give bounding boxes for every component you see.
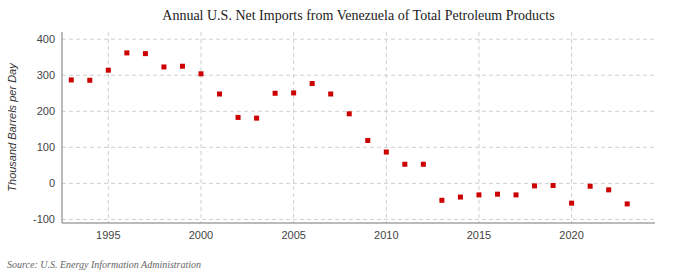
point	[569, 201, 574, 206]
point	[514, 192, 519, 197]
y-grid-line	[62, 219, 655, 220]
x-tick-label: 2005	[281, 229, 305, 241]
point	[236, 115, 241, 120]
point	[106, 68, 111, 73]
x-grid-line	[386, 32, 387, 223]
y-tick-label: 200	[37, 105, 55, 117]
y-axis-line	[62, 32, 63, 223]
x-grid-line	[200, 32, 201, 223]
point	[606, 187, 611, 192]
point	[124, 50, 129, 55]
y-tick-label: 300	[37, 69, 55, 81]
x-tick-label: 2015	[467, 229, 491, 241]
point	[143, 51, 148, 56]
y-grid-line	[62, 39, 655, 40]
tick-labels: 1995 2000 2005 2010 2015 2020 -100 0 100 200 300 40…	[33, 33, 584, 241]
point	[310, 81, 315, 86]
point	[291, 90, 296, 95]
source-note: Source: U.S. Energy Information Administ…	[7, 259, 201, 270]
x-tick-label: 2010	[374, 229, 398, 241]
point	[495, 192, 500, 197]
x-tick-label: 1995	[96, 229, 120, 241]
point	[328, 91, 333, 96]
point	[551, 183, 556, 188]
point	[402, 162, 407, 167]
x-tick-label: 2000	[189, 229, 213, 241]
point	[198, 71, 203, 76]
point	[365, 138, 370, 143]
y-tick-label: 400	[37, 33, 55, 45]
x-axis-line	[62, 223, 655, 224]
grid	[62, 32, 655, 223]
x-tick-label: 2020	[559, 229, 583, 241]
point	[69, 77, 74, 82]
point	[532, 183, 537, 188]
x-grid-line	[108, 32, 109, 223]
point	[347, 111, 352, 116]
point	[476, 192, 481, 197]
y-tick-label: -100	[33, 213, 55, 225]
point	[87, 78, 92, 83]
point	[384, 150, 389, 155]
y-tick-label: 100	[37, 141, 55, 153]
y-grid-line	[62, 111, 655, 112]
y-tick-label: 0	[49, 177, 55, 189]
point	[458, 195, 463, 200]
y-axis-label: Thousand Barrels per Day	[6, 62, 18, 192]
x-grid-line	[293, 32, 294, 223]
point	[421, 162, 426, 167]
chart: 1995 2000 2005 2010 2015 2020 -100 0 100 200 300 40…	[0, 0, 675, 275]
point	[217, 91, 222, 96]
y-grid-line	[62, 183, 655, 184]
points	[69, 50, 630, 206]
point	[273, 91, 278, 96]
x-grid-line	[571, 32, 572, 223]
y-grid-line	[62, 75, 655, 76]
point	[588, 184, 593, 189]
title: Annual U.S. Net Imports from Venezuela o…	[162, 8, 554, 23]
point	[439, 198, 444, 203]
y-grid-line	[62, 147, 655, 148]
point	[254, 116, 259, 121]
point	[625, 201, 630, 206]
point	[180, 64, 185, 69]
point	[161, 64, 166, 69]
